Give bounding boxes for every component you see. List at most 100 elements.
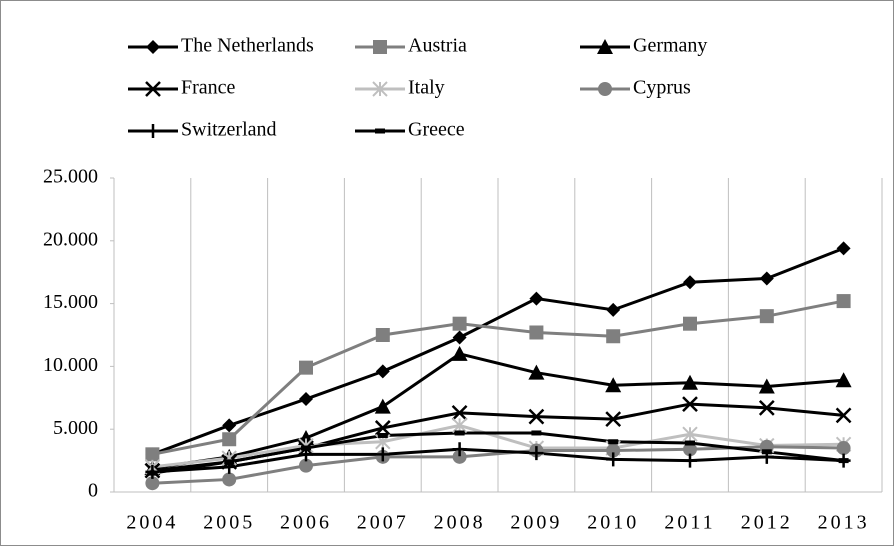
- point-shape: [759, 309, 774, 324]
- point-shape: [758, 378, 775, 394]
- point-shape: [836, 441, 851, 456]
- point: [529, 291, 544, 306]
- point-shape: [529, 325, 544, 340]
- legend-item: Greece: [355, 119, 465, 141]
- legend-marker-shape: [375, 128, 385, 134]
- x-tick-label: 2007: [357, 512, 409, 534]
- point-shape: [682, 374, 698, 390]
- point-shape: [451, 404, 468, 421]
- point: [529, 446, 544, 461]
- point: [299, 360, 313, 375]
- point-shape: [683, 453, 697, 468]
- point-shape: [299, 392, 313, 407]
- legend-item: Germany: [580, 35, 707, 57]
- point: [682, 374, 698, 390]
- point: [452, 449, 467, 464]
- point-shape: [759, 271, 774, 286]
- legend-item: The Netherlands: [128, 35, 314, 57]
- point-shape: [222, 432, 237, 447]
- point: [374, 420, 391, 436]
- legend-marker-shape: [597, 39, 613, 54]
- point: [454, 430, 465, 436]
- point-shape: [685, 440, 695, 446]
- point-shape: [606, 302, 621, 317]
- point-shape: [605, 377, 622, 393]
- legend-item: Cyprus: [580, 77, 691, 99]
- point: [683, 453, 697, 468]
- point: [835, 372, 852, 388]
- point-shape: [836, 241, 851, 256]
- point: [836, 241, 851, 256]
- point-shape: [374, 420, 391, 436]
- legend-label: Switzerland: [181, 119, 277, 141]
- point-shape: [838, 458, 849, 464]
- point: [145, 447, 160, 462]
- point: [605, 411, 622, 428]
- point: [377, 432, 388, 438]
- point-shape: [222, 472, 237, 487]
- x-tick-label: 2009: [510, 512, 562, 534]
- series-line: [152, 423, 844, 469]
- point: [758, 399, 775, 416]
- point: [759, 271, 774, 286]
- point: [682, 426, 698, 442]
- point-shape: [836, 294, 851, 309]
- point-shape: [683, 442, 697, 457]
- point-shape: [761, 449, 772, 455]
- point: [452, 442, 467, 457]
- point: [529, 325, 544, 340]
- point: [224, 459, 235, 465]
- point: [222, 432, 237, 447]
- point-shape: [452, 330, 467, 345]
- point-shape: [529, 291, 544, 306]
- point-shape: [835, 372, 852, 388]
- x-tick-label: 2012: [741, 512, 793, 534]
- point: [147, 470, 158, 476]
- x-tick-label: 2005: [203, 512, 255, 534]
- point-shape: [452, 316, 467, 331]
- legend-marker: [372, 81, 388, 97]
- point-shape: [375, 328, 390, 342]
- legend-marker: [373, 40, 387, 54]
- x-tick-label: 2013: [818, 512, 870, 534]
- legend-marker-shape: [146, 124, 160, 138]
- x-tick-label: 2004: [126, 512, 178, 534]
- point: [301, 445, 311, 451]
- legend-marker: [598, 82, 612, 96]
- legend-marker: [597, 39, 613, 54]
- series-line: [151, 246, 845, 456]
- point-shape: [835, 407, 852, 424]
- point-shape: [529, 446, 544, 461]
- point: [452, 316, 467, 331]
- point: [375, 328, 390, 342]
- y-tick-label: 20.000: [43, 228, 98, 250]
- point: [759, 309, 774, 324]
- point-shape: [608, 439, 619, 445]
- point: [836, 441, 851, 456]
- legend-marker: [146, 40, 160, 54]
- legend-label: Italy: [408, 77, 445, 99]
- point-shape: [606, 443, 621, 458]
- x-tick-label: 2011: [664, 512, 715, 534]
- point-shape: [452, 449, 467, 464]
- legend-marker-shape: [373, 40, 387, 54]
- legend-marker-shape: [598, 82, 612, 96]
- point: [145, 476, 160, 491]
- point-shape: [682, 396, 698, 412]
- series-line: [152, 352, 844, 470]
- point: [761, 449, 772, 455]
- point-shape: [222, 418, 237, 433]
- point: [606, 452, 621, 467]
- legend-marker-shape: [372, 81, 388, 97]
- legend-label: France: [181, 77, 236, 99]
- point: [452, 330, 467, 345]
- point: [451, 404, 468, 421]
- point: [606, 302, 621, 317]
- x-tick-label: 2006: [280, 512, 332, 534]
- point-shape: [605, 411, 622, 428]
- point: [528, 364, 545, 380]
- y-tick-label: 5.000: [53, 417, 98, 439]
- legend-label: Germany: [633, 35, 707, 57]
- point: [375, 364, 390, 379]
- point-shape: [758, 399, 775, 416]
